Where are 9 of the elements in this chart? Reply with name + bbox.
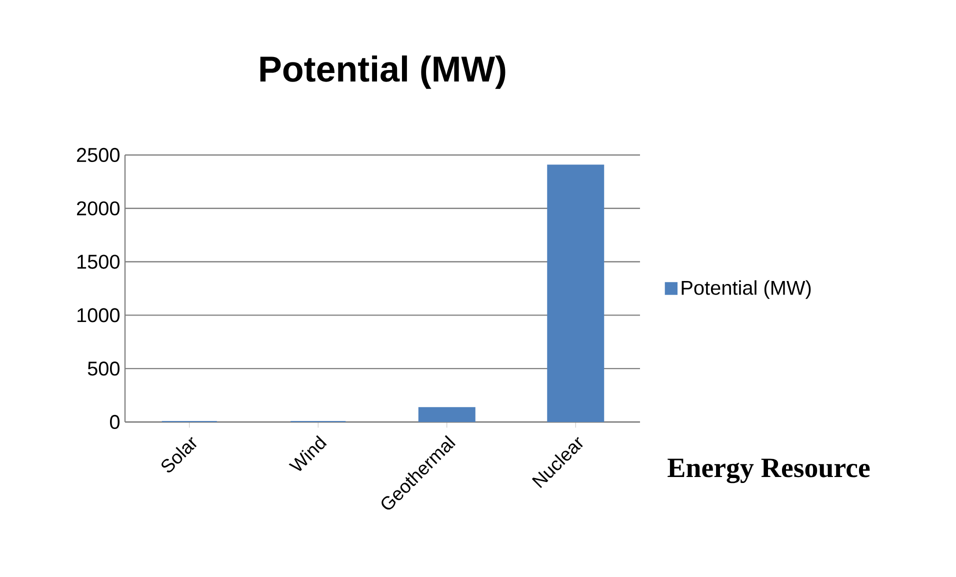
- y-tick-label: 1500: [78, 254, 120, 269]
- legend-label: Potential (MW): [682, 280, 811, 299]
- x-axis-title: Energy Resource: [668, 458, 870, 484]
- y-tick-label: 2000: [76, 201, 120, 216]
- chart-title: Potential (MW): [260, 55, 506, 89]
- y-tick-label: 500: [88, 362, 120, 376]
- y-tick-label: 1000: [78, 308, 120, 322]
- y-tick-label: 2500: [76, 148, 120, 162]
- y-tick-label: 0: [110, 414, 120, 430]
